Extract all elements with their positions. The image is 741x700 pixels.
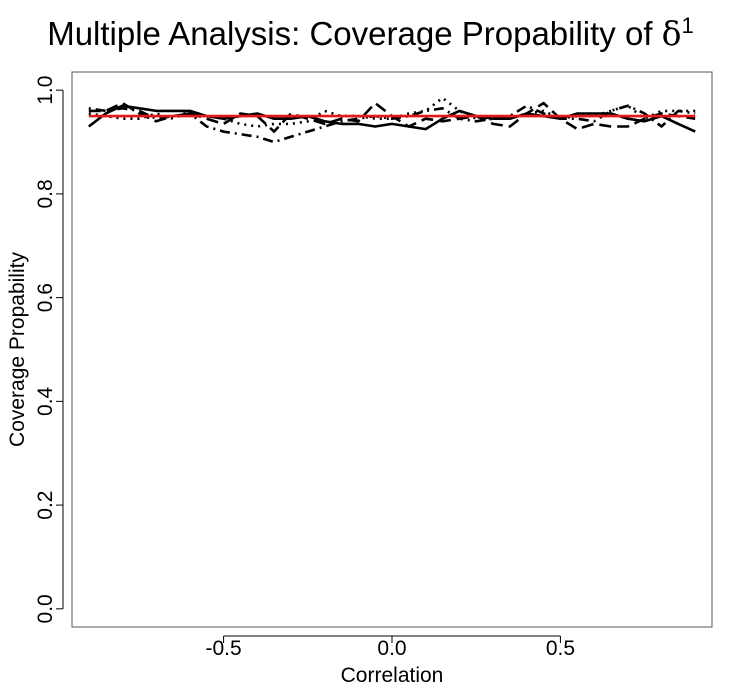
- x-tick-label: 0.0: [377, 637, 406, 660]
- y-tick-label: 0.8: [34, 179, 57, 208]
- x-axis: -0.5 0.0 0.5: [205, 635, 575, 660]
- series-group: [88, 96, 696, 144]
- delta-symbol: δ: [661, 14, 682, 53]
- y-axis: 0.0 0.2 0.4 0.6 0.8 1.0: [34, 76, 64, 623]
- plot-frame: [71, 71, 713, 628]
- x-tick-label: 0.5: [546, 637, 575, 660]
- chart-title: Multiple Analysis: Coverage Propability …: [0, 14, 741, 53]
- y-axis-label: Coverage Propability: [6, 252, 29, 447]
- y-tick-label: 0.0: [34, 594, 57, 623]
- title-superscript: 1: [681, 13, 694, 38]
- y-tick-label: 1.0: [34, 76, 57, 105]
- series-line-dotdash: [88, 104, 696, 144]
- x-axis-label: Correlation: [341, 664, 444, 687]
- chart-title-text: Multiple Analysis: Coverage Propability …: [47, 15, 662, 52]
- y-tick-label: 0.6: [34, 283, 57, 312]
- x-tick-label: -0.5: [205, 637, 241, 660]
- y-tick-label: 0.4: [34, 386, 57, 416]
- y-tick-label: 0.2: [34, 491, 57, 520]
- series-line-solid: [88, 104, 696, 133]
